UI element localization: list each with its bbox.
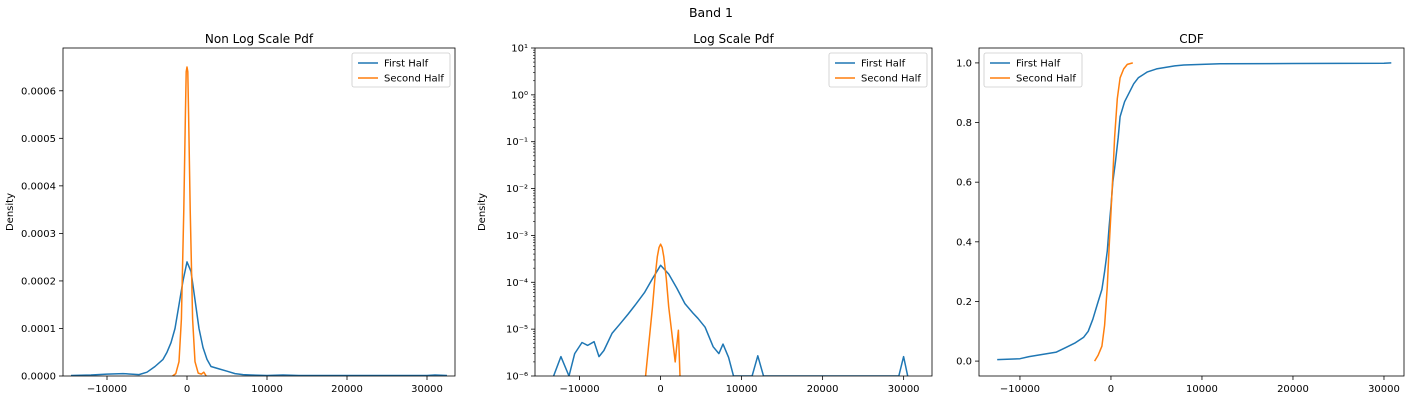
series-second-half-line xyxy=(644,243,681,376)
legend-label: Second Half xyxy=(1016,74,1076,85)
x-tick-label: 10000 xyxy=(251,384,283,395)
x-tick-label: −10000 xyxy=(559,384,599,395)
series-first-half-line xyxy=(552,264,909,376)
x-tick-label: 0 xyxy=(1108,384,1114,395)
chart-title: CDF xyxy=(1179,32,1204,46)
y-tick-label: 0.4 xyxy=(956,237,972,248)
x-tick-label: 10000 xyxy=(726,384,758,395)
y-tick-label: 0.6 xyxy=(956,178,972,189)
y-tick-label: 0.0002 xyxy=(21,276,56,287)
y-axis-label: Density xyxy=(477,193,488,231)
legend-label: Second Half xyxy=(861,74,921,85)
x-tick-label: 10000 xyxy=(1186,384,1218,395)
plot-frame xyxy=(62,47,456,377)
series-first-half-line xyxy=(70,261,448,376)
y-tick-label: 0.0000 xyxy=(21,372,56,383)
y-tick-label: 0.0003 xyxy=(21,229,56,240)
y-tick-label: 1.0 xyxy=(956,58,972,69)
x-tick-label: −10000 xyxy=(87,384,127,395)
plot-frame xyxy=(534,47,933,377)
legend-label: First Half xyxy=(1016,59,1061,70)
y-tick-label: 10⁰ xyxy=(511,90,528,101)
x-tick-label: −10000 xyxy=(1000,384,1040,395)
y-tick-label: 0.2 xyxy=(956,297,972,308)
y-tick-label: 0.0 xyxy=(956,357,972,368)
chart-2: −10000 0 10000 20000 30000 10⁻⁶ 10⁻⁵ 10⁻⁴ 10⁻³ 10… xyxy=(477,32,933,395)
y-tick-label: 10⁻⁴ xyxy=(506,278,528,289)
legend-label: First Half xyxy=(861,59,906,70)
legend: First Half Second Half xyxy=(828,52,928,88)
legend: First Half Second Half xyxy=(983,52,1083,88)
x-tick-label: 0 xyxy=(657,384,663,395)
x-tick-label: 20000 xyxy=(807,384,839,395)
y-tick-label: 10⁻³ xyxy=(506,231,528,242)
x-tick-label: 30000 xyxy=(411,384,443,395)
series-first-half-line xyxy=(997,62,1392,361)
y-axis-label: Density xyxy=(5,193,16,231)
y-tick-label: 10⁻¹ xyxy=(506,137,528,148)
y-tick-label: 0.0006 xyxy=(21,86,56,97)
chart-title: Log Scale Pdf xyxy=(693,32,774,46)
y-tick-label: 10⁻² xyxy=(506,184,528,195)
x-tick-label: 30000 xyxy=(1368,384,1400,395)
legend-label: Second Half xyxy=(384,74,444,85)
figure-suptitle: Band 1 xyxy=(689,5,733,20)
legend-label: First Half xyxy=(384,59,429,70)
x-tick-label: 0 xyxy=(184,384,190,395)
y-tick-label: 0.8 xyxy=(956,118,972,129)
series-second-half-line xyxy=(1093,62,1133,362)
chart-1: −10000 0 10000 20000 30000 0.0000 0.0001 0.0002… xyxy=(5,32,456,395)
chart-3: −10000 0 10000 20000 30000 0.0 0.2 0.4 0.6 0.8 1.0… xyxy=(956,32,1405,395)
y-tick-label: 0.0001 xyxy=(21,324,56,335)
y-tick-label: 10¹ xyxy=(511,44,528,55)
legend: First Half Second Half xyxy=(351,52,451,88)
plot-frame xyxy=(978,47,1405,377)
y-tick-label: 10⁻⁶ xyxy=(506,372,528,383)
x-tick-label: 20000 xyxy=(1277,384,1309,395)
x-tick-label: 20000 xyxy=(331,384,363,395)
y-tick-label: 0.0004 xyxy=(21,181,56,192)
series-second-half-line xyxy=(172,66,207,376)
chart-title: Non Log Scale Pdf xyxy=(205,32,314,46)
x-tick-label: 30000 xyxy=(888,384,920,395)
y-tick-label: 10⁻⁵ xyxy=(506,325,528,336)
y-tick-label: 0.0005 xyxy=(21,134,56,145)
